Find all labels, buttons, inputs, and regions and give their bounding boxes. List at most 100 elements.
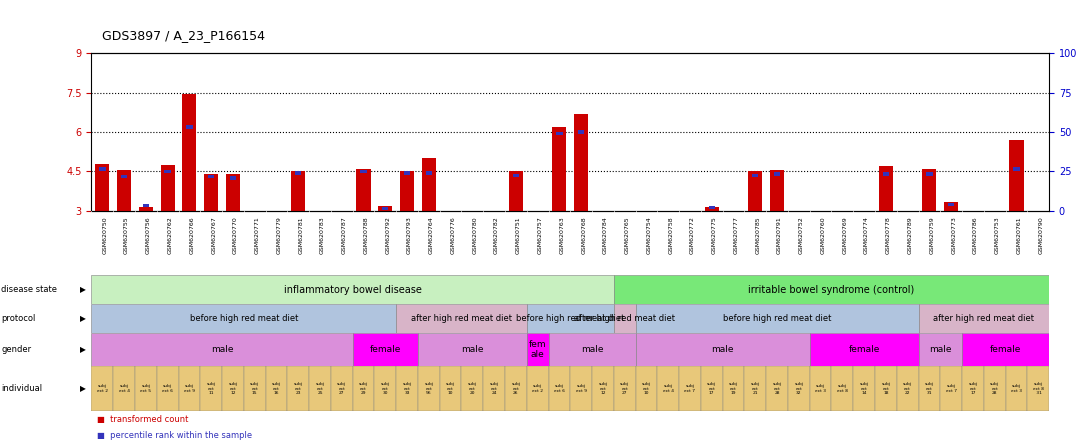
- Text: GSM620773: GSM620773: [951, 216, 957, 254]
- Bar: [244, 366, 266, 411]
- Bar: [832, 366, 853, 411]
- Text: subj
ect 2: subj ect 2: [97, 384, 108, 393]
- Text: irritable bowel syndrome (control): irritable bowel syndrome (control): [748, 285, 915, 295]
- Bar: [853, 366, 875, 411]
- Text: subj
ect
15: subj ect 15: [251, 382, 259, 395]
- Bar: [204, 174, 218, 211]
- Text: GSM620788: GSM620788: [364, 216, 368, 254]
- Text: GSM620781: GSM620781: [298, 216, 303, 254]
- Bar: [417, 366, 440, 411]
- Text: subj
ect
11: subj ect 11: [207, 382, 215, 395]
- Text: before high red meat diet: before high red meat diet: [189, 314, 298, 323]
- Text: subj
ect
14: subj ect 14: [860, 382, 868, 395]
- Bar: [552, 127, 566, 211]
- Text: female: female: [990, 345, 1021, 354]
- Text: female: female: [848, 345, 880, 354]
- Text: GSM620763: GSM620763: [560, 216, 565, 254]
- Text: subj
ect 5: subj ect 5: [140, 384, 152, 393]
- Bar: [400, 171, 414, 211]
- Bar: [748, 171, 763, 211]
- Text: ▶: ▶: [80, 314, 86, 323]
- Bar: [922, 169, 936, 211]
- Text: subj
ect 8: subj ect 8: [837, 384, 848, 393]
- Text: GDS3897 / A_23_P166154: GDS3897 / A_23_P166154: [102, 29, 265, 42]
- Text: subj
ect
27: subj ect 27: [337, 382, 346, 395]
- Bar: [1006, 366, 1028, 411]
- Bar: [505, 366, 527, 411]
- Text: subj
ect 4: subj ect 4: [663, 384, 674, 393]
- Text: subj
ect 6: subj ect 6: [554, 384, 565, 393]
- Text: GSM620771: GSM620771: [255, 216, 259, 254]
- Bar: [745, 366, 766, 411]
- Text: GSM620784: GSM620784: [603, 216, 608, 254]
- Bar: [1014, 167, 1020, 170]
- Bar: [91, 366, 113, 411]
- Bar: [222, 366, 244, 411]
- Bar: [919, 304, 1049, 333]
- Text: GSM620778: GSM620778: [886, 216, 891, 254]
- Text: GSM620762: GSM620762: [168, 216, 172, 254]
- Bar: [422, 159, 436, 211]
- Text: GSM620774: GSM620774: [864, 216, 869, 254]
- Bar: [483, 366, 505, 411]
- Text: subj
ect 9: subj ect 9: [576, 384, 586, 393]
- Bar: [378, 206, 393, 211]
- Bar: [613, 304, 636, 333]
- Text: female: female: [369, 345, 401, 354]
- Text: after high red meat diet: after high red meat diet: [411, 314, 512, 323]
- Text: GSM620750: GSM620750: [102, 216, 108, 254]
- Bar: [143, 204, 150, 207]
- Text: male: male: [462, 345, 483, 354]
- Bar: [657, 366, 679, 411]
- Text: GSM620786: GSM620786: [973, 216, 978, 254]
- Bar: [752, 174, 759, 177]
- Text: male: male: [929, 345, 951, 354]
- Text: subj
ect
22: subj ect 22: [903, 382, 912, 395]
- Bar: [417, 333, 527, 366]
- Bar: [679, 366, 700, 411]
- Text: subj
ect
17: subj ect 17: [707, 382, 717, 395]
- Bar: [926, 172, 933, 176]
- Bar: [592, 366, 613, 411]
- Text: subj
ect
19: subj ect 19: [730, 382, 738, 395]
- Bar: [578, 131, 584, 134]
- Text: subj
ect
30: subj ect 30: [381, 382, 390, 395]
- Text: GSM620790: GSM620790: [1038, 216, 1044, 254]
- Text: inflammatory bowel disease: inflammatory bowel disease: [284, 285, 422, 295]
- Bar: [396, 304, 527, 333]
- Bar: [186, 125, 193, 129]
- Bar: [613, 275, 1049, 304]
- Bar: [117, 170, 131, 211]
- Text: GSM620767: GSM620767: [211, 216, 216, 254]
- Bar: [919, 333, 962, 366]
- Bar: [709, 206, 714, 210]
- Bar: [809, 333, 919, 366]
- Text: subj
ect
10: subj ect 10: [642, 382, 651, 395]
- Text: subj
ect
24: subj ect 24: [490, 382, 498, 395]
- Bar: [1028, 366, 1049, 411]
- Text: GSM620789: GSM620789: [908, 216, 912, 254]
- Bar: [962, 366, 983, 411]
- Text: before high red meat diet: before high red meat diet: [723, 314, 832, 323]
- Text: GSM620782: GSM620782: [494, 216, 499, 254]
- Text: subj
ect
16: subj ect 16: [272, 382, 281, 395]
- Bar: [462, 366, 483, 411]
- Text: GSM620761: GSM620761: [1017, 216, 1021, 254]
- Bar: [896, 366, 919, 411]
- Bar: [700, 366, 723, 411]
- Text: subj
ect 4: subj ect 4: [118, 384, 129, 393]
- Text: gender: gender: [1, 345, 31, 354]
- Bar: [549, 333, 636, 366]
- Text: male: male: [711, 345, 734, 354]
- Bar: [121, 175, 127, 178]
- Text: GSM620791: GSM620791: [777, 216, 782, 254]
- Text: subj
ect 3: subj ect 3: [1011, 384, 1022, 393]
- Text: subj
ect
26: subj ect 26: [511, 382, 521, 395]
- Bar: [962, 333, 1049, 366]
- Text: individual: individual: [1, 384, 42, 393]
- Text: subj
ect
33: subj ect 33: [402, 382, 411, 395]
- Bar: [404, 171, 410, 174]
- Text: GSM620753: GSM620753: [994, 216, 1000, 254]
- Bar: [165, 170, 171, 173]
- Bar: [157, 366, 179, 411]
